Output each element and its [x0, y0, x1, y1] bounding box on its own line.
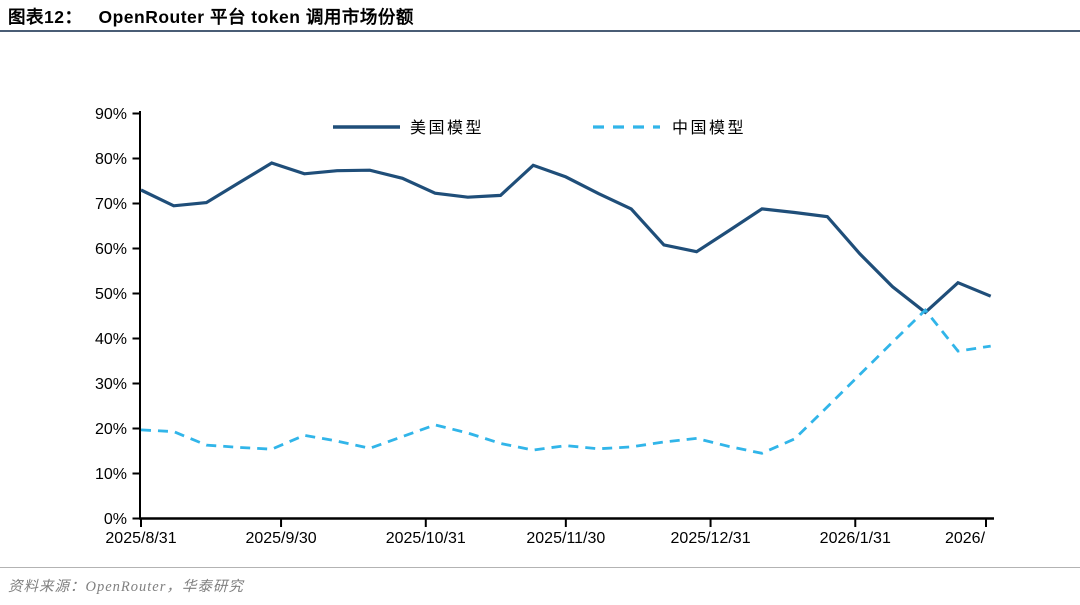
y-tick-label: 40%: [95, 331, 127, 348]
x-tick-label: 2026/: [945, 530, 986, 547]
x-tick-label: 2025/12/31: [671, 530, 751, 547]
legend-us-label: 美国模型: [410, 119, 484, 137]
y-tick-label: 60%: [95, 241, 127, 258]
y-tick-label: 50%: [95, 286, 127, 303]
x-tick-label: 2025/8/31: [105, 530, 176, 547]
x-tick-label: 2025/9/30: [245, 530, 316, 547]
y-tick-label: 80%: [95, 151, 127, 168]
source-note: 资料来源：OpenRouter，华泰研究: [8, 579, 244, 595]
cn-models-line: [140, 308, 991, 455]
title-underline: [0, 30, 1080, 32]
legend-cn-label: 中国模型: [672, 119, 746, 137]
figure-header: 图表12： OpenRouter 平台 token 调用市场份额: [8, 4, 1072, 29]
y-tick-label: 90%: [95, 106, 127, 123]
figure-number-label: 图表12：: [8, 7, 83, 27]
y-tick-label: 20%: [95, 421, 127, 438]
y-tick-label: 0%: [104, 511, 127, 528]
x-tick-label: 2025/11/30: [526, 530, 605, 547]
x-tick-label: 2026/1/31: [820, 530, 891, 547]
us-models-line: [140, 161, 992, 315]
y-tick-label: 30%: [95, 376, 127, 393]
figure-title: OpenRouter 平台 token 调用市场份额: [98, 7, 414, 27]
y-tick-label: 10%: [95, 466, 127, 483]
y-tick-label: 70%: [95, 196, 127, 213]
x-tick-label: 2025/10/31: [386, 530, 466, 547]
footer-divider: [0, 567, 1080, 568]
